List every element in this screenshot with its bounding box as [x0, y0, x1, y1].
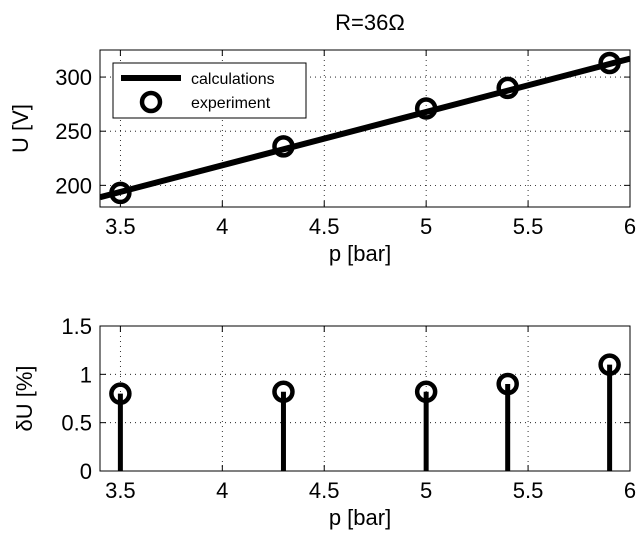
y-tick-label: 0 [80, 459, 92, 484]
axes-frame [99, 325, 631, 472]
x-tick-label: 5 [420, 214, 432, 239]
x-tick-label: 4.5 [309, 478, 340, 503]
x-tick-label: 4 [216, 478, 228, 503]
calculations-line [100, 55, 630, 201]
experiment-point [496, 76, 519, 100]
deviation-point [414, 380, 438, 403]
x-axis-title: p [bar] [329, 241, 391, 266]
y-tick-label: 1.5 [61, 314, 92, 339]
deviation-point [496, 372, 519, 396]
y-tick-label: 1 [80, 362, 92, 387]
experiment-point [272, 135, 295, 158]
x-tick-label: 3.5 [105, 214, 136, 239]
legend-label: calculations [191, 71, 275, 88]
upper-plot-voltage: 3.5 4 4.5 5 5.5 6 200 250 300 p [bar] U [V] calcula… [8, 49, 636, 266]
y-tick-label: 0.5 [61, 411, 92, 436]
x-tick-label: 4.5 [309, 214, 340, 239]
x-tick-label: 5.5 [513, 478, 544, 503]
x-tick-label: 6 [624, 214, 636, 239]
y-axis-title: δU [%] [12, 365, 37, 431]
experiment-point [414, 97, 438, 120]
y-tick-label: 200 [55, 173, 92, 198]
x-tick-label: 6 [624, 478, 636, 503]
legend-label: experiment [191, 95, 271, 112]
data-layer [100, 55, 630, 201]
x-tick-label: 5.5 [513, 214, 544, 239]
x-tick-label: 3.5 [105, 478, 136, 503]
figure-title: R=36Ω [335, 10, 405, 35]
y-tick-label: 300 [55, 65, 92, 90]
x-tick-label: 4 [216, 214, 228, 239]
legend-marker-swatch [139, 90, 163, 114]
lower-plot-deviation: 3.5 4 4.5 5 5.5 6 0 0.5 1 1.5 p [bar] δU [%] [12, 314, 636, 530]
axes-frame [99, 49, 631, 208]
y-axis-title: U [V] [8, 104, 33, 153]
x-tick-label: 5 [420, 478, 432, 503]
y-tick-label: 250 [55, 119, 92, 144]
experiment-point [109, 181, 132, 205]
legend: calculations experiment [112, 62, 307, 119]
deviation-point [109, 382, 132, 405]
experiment-point [598, 51, 621, 75]
deviation-point [272, 380, 295, 403]
deviation-point [598, 353, 621, 376]
x-axis-title: p [bar] [329, 505, 391, 530]
